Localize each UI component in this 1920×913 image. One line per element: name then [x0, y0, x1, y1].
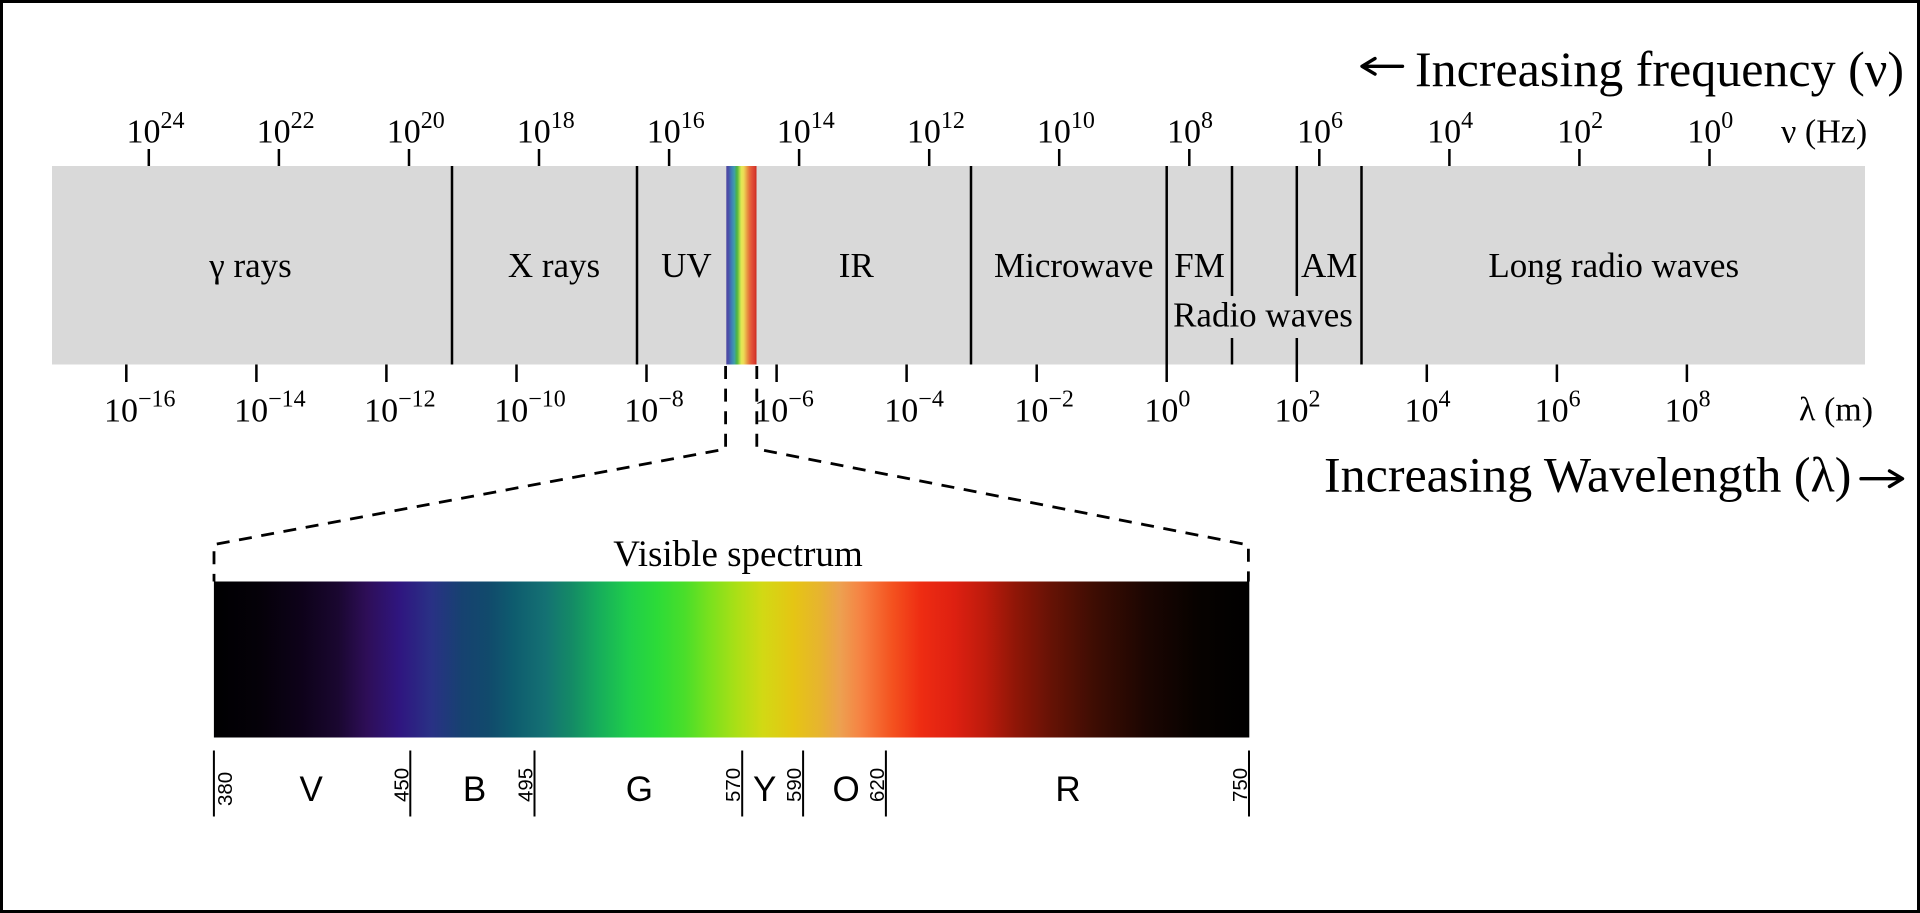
svg-text:R: R [1055, 770, 1080, 809]
svg-text:1016: 1016 [647, 108, 705, 151]
svg-text:620: 620 [866, 768, 889, 802]
svg-text:10−6: 10−6 [754, 387, 814, 430]
svg-text:Y: Y [753, 770, 776, 809]
svg-text:λ (m): λ (m) [1799, 391, 1873, 428]
svg-text:Increasing Wavelength (λ): Increasing Wavelength (λ) [1324, 447, 1851, 503]
svg-text:104: 104 [1405, 387, 1451, 430]
svg-text:Increasing frequency (ν): Increasing frequency (ν) [1415, 41, 1904, 97]
svg-text:Long radio waves: Long radio waves [1488, 246, 1739, 285]
svg-text:590: 590 [783, 768, 806, 802]
svg-text:750: 750 [1229, 768, 1252, 802]
svg-text:108: 108 [1665, 387, 1711, 430]
svg-text:ν (Hz): ν (Hz) [1781, 113, 1867, 150]
svg-text:γ rays: γ rays [208, 246, 292, 285]
svg-text:IR: IR [839, 246, 875, 285]
svg-text:O: O [832, 770, 859, 809]
svg-text:450: 450 [390, 768, 413, 802]
svg-text:B: B [463, 770, 486, 809]
svg-text:UV: UV [661, 246, 712, 285]
svg-text:Visible spectrum: Visible spectrum [613, 534, 863, 575]
svg-text:1020: 1020 [387, 108, 445, 151]
svg-text:1010: 1010 [1037, 108, 1095, 151]
svg-text:X rays: X rays [508, 246, 600, 285]
svg-text:G: G [626, 770, 653, 809]
svg-text:380: 380 [214, 772, 237, 806]
svg-text:AM: AM [1301, 246, 1357, 285]
svg-text:102: 102 [1557, 108, 1603, 151]
svg-text:570: 570 [722, 768, 745, 802]
svg-text:495: 495 [515, 768, 538, 802]
svg-text:V: V [300, 770, 324, 809]
svg-text:Radio waves: Radio waves [1173, 295, 1353, 334]
svg-text:Microwave: Microwave [994, 246, 1153, 285]
svg-text:FM: FM [1174, 246, 1225, 285]
